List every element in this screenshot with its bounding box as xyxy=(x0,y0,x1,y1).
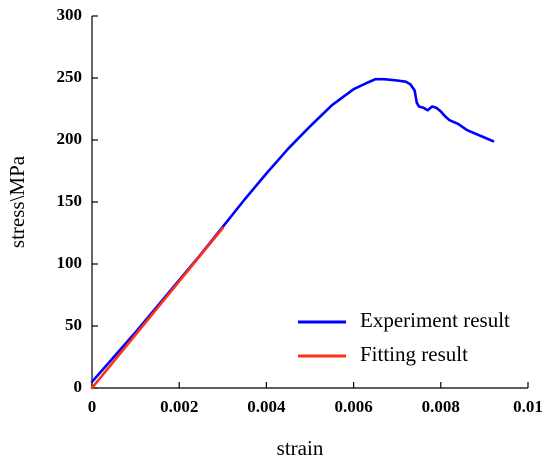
series xyxy=(90,77,495,390)
x-tick-label: 0 xyxy=(88,397,97,416)
ticks: 0 50 100 150 200 250 300 0 0.002 0.004 0.006 0.008 0… xyxy=(57,5,543,416)
y-tick-label: 150 xyxy=(57,191,83,210)
x-tick-label: 0.01 xyxy=(513,397,543,416)
x-tick-label: 0.002 xyxy=(160,397,198,416)
fitting-result-line xyxy=(90,226,225,390)
y-tick-label: 0 xyxy=(74,377,83,396)
y-axis-title: stress\MPa xyxy=(5,155,29,248)
x-tick-label: 0.004 xyxy=(247,397,286,416)
y-tick-label: 100 xyxy=(57,253,83,272)
x-tick-label: 0.006 xyxy=(334,397,372,416)
y-tick-label: 200 xyxy=(57,129,83,148)
x-tick-label: 0.008 xyxy=(422,397,460,416)
experiment-result-line xyxy=(90,77,495,384)
y-tick-label: 50 xyxy=(65,315,82,334)
legend-label-experiment: Experiment result xyxy=(360,308,510,332)
axes xyxy=(91,16,528,389)
legend: Experiment result Fitting result xyxy=(298,308,510,366)
x-axis-title: strain xyxy=(277,436,324,460)
y-tick-label: 300 xyxy=(57,5,83,24)
legend-label-fitting: Fitting result xyxy=(360,342,468,366)
y-tick-label: 250 xyxy=(57,67,83,86)
